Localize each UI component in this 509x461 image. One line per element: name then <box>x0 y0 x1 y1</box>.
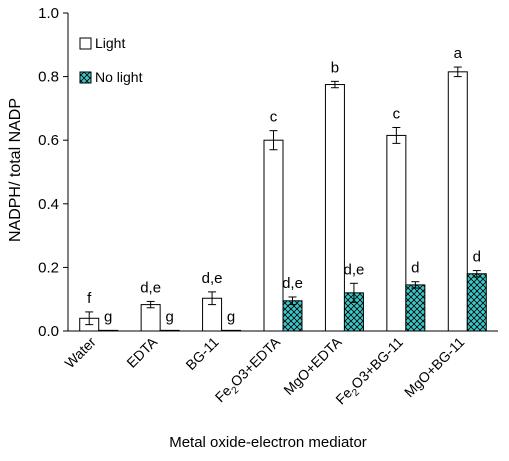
bar-no-light <box>466 273 487 332</box>
significance-letter: g <box>227 308 235 325</box>
y-tick-label: 0.0 <box>38 323 59 340</box>
bar-no-light <box>221 329 242 332</box>
significance-letter: g <box>104 308 112 325</box>
significance-letter: d,e <box>343 261 364 278</box>
significance-letter: c <box>393 105 401 122</box>
bars <box>79 66 487 332</box>
x-tick-label: EDTA <box>123 333 160 370</box>
x-tick-labels: Water EDTA BG-11Fe2O3+EDTAMgO+EDTAFe2O3+BG… <box>61 333 468 408</box>
legend-swatch-light <box>79 37 92 50</box>
bar-no-light <box>405 284 426 332</box>
y-tick-label: 0.2 <box>38 259 59 276</box>
x-tick-label: MgO+EDTA <box>280 333 345 398</box>
bar-light <box>447 71 468 332</box>
y-axis-title: NADPH/ total NADP <box>7 98 24 242</box>
x-tick-label: Water <box>61 334 99 372</box>
significance-letter: c <box>270 109 278 126</box>
significance-letter: d,e <box>140 279 161 296</box>
bar-light <box>324 84 345 332</box>
y-tick-label: 0.8 <box>38 69 59 86</box>
y-tick-label: 0.4 <box>38 196 59 213</box>
bar-no-light <box>98 329 119 332</box>
bar-no-light <box>159 329 180 332</box>
significance-letter: d <box>473 249 481 266</box>
significance-letter: d <box>411 260 419 277</box>
significance-letter: d,e <box>282 275 303 292</box>
legend: Light No light <box>79 35 143 85</box>
x-tick-label: Fe2O3+EDTA <box>212 333 287 408</box>
significance-letter: b <box>331 59 339 76</box>
bar-light <box>386 134 407 332</box>
legend-swatch-no-light <box>79 71 92 84</box>
y-tick-label: 1.0 <box>38 5 59 22</box>
legend-label-light: Light <box>95 35 125 51</box>
significance-letter: g <box>165 308 173 325</box>
significance-letter: f <box>87 290 92 307</box>
bar-light <box>140 304 161 332</box>
significance-letter: d,e <box>202 270 223 287</box>
significance-letter: a <box>454 45 463 62</box>
x-tick-label: BG-11 <box>182 334 221 373</box>
bar-light <box>263 139 284 332</box>
y-axis: 0.0 0.2 0.4 0.6 0.8 1.0 <box>38 5 69 340</box>
x-axis-title: Metal oxide-electron mediator <box>169 434 367 451</box>
legend-label-no-light: No light <box>95 69 143 85</box>
y-tick-label: 0.6 <box>38 132 59 149</box>
bar-no-light <box>282 300 303 332</box>
x-tick-label: MgO+BG-11 <box>401 334 468 401</box>
